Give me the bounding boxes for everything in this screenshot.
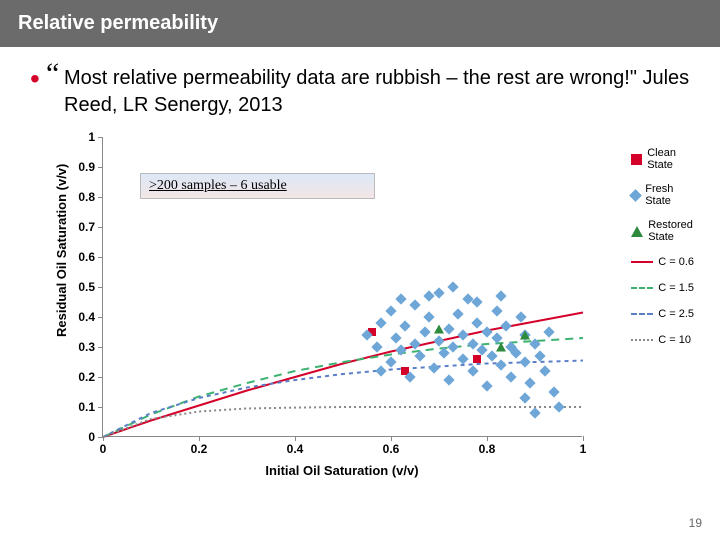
data-point: [496, 343, 506, 352]
y-tick-mark: [98, 287, 103, 288]
y-tick-mark: [98, 227, 103, 228]
y-tick-label: 0.8: [65, 190, 95, 204]
legend-item: C = 2.5: [631, 308, 694, 320]
y-tick-label: 1: [65, 130, 95, 144]
x-tick-label: 0.8: [479, 442, 496, 456]
annotation-text: >200 samples – 6 usable: [149, 178, 287, 193]
x-tick-label: 1: [580, 442, 587, 456]
x-axis-label: Initial Oil Saturation (v/v): [102, 463, 582, 478]
y-tick-mark: [98, 407, 103, 408]
y-tick-mark: [98, 167, 103, 168]
y-tick-label: 0: [65, 430, 95, 444]
legend-label: C = 10: [658, 334, 691, 346]
legend-label: C = 2.5: [658, 308, 694, 320]
x-tick-mark: [487, 436, 488, 441]
legend-marker-icon: [629, 189, 642, 202]
y-tick-label: 0.5: [65, 280, 95, 294]
legend-item: C = 1.5: [631, 282, 694, 294]
y-tick-label: 0.6: [65, 250, 95, 264]
legend-line-icon: [631, 313, 653, 315]
y-tick-mark: [98, 137, 103, 138]
legend-line-icon: [631, 287, 653, 289]
legend: CleanState FreshState RestoredState C = 0.6…: [631, 147, 694, 360]
y-tick-mark: [98, 257, 103, 258]
curve-c-10: [103, 407, 583, 437]
x-tick-label: 0.4: [287, 442, 304, 456]
legend-line-icon: [631, 261, 653, 263]
data-point: [434, 325, 444, 334]
x-tick-label: 0.6: [383, 442, 400, 456]
y-tick-label: 0.3: [65, 340, 95, 354]
legend-marker-icon: [631, 226, 643, 237]
y-tick-label: 0.1: [65, 400, 95, 414]
y-tick-mark: [98, 377, 103, 378]
bullet-icon: •: [30, 65, 40, 93]
legend-label: CleanState: [647, 147, 676, 171]
y-tick-mark: [98, 197, 103, 198]
x-tick-label: 0: [100, 442, 107, 456]
slide-header: Relative permeability: [0, 0, 720, 47]
chart-container: >200 samples – 6 usable Residual Oil Sat…: [50, 137, 680, 478]
y-tick-label: 0.7: [65, 220, 95, 234]
quote-text: Most relative permeability data are rubb…: [64, 65, 690, 119]
x-tick-label: 0.2: [191, 442, 208, 456]
y-tick-mark: [98, 347, 103, 348]
x-tick-mark: [199, 436, 200, 441]
data-point: [520, 331, 530, 340]
x-tick-mark: [103, 436, 104, 441]
y-tick-label: 0.2: [65, 370, 95, 384]
open-quote-icon: “: [46, 57, 59, 91]
legend-label: FreshState: [645, 183, 673, 207]
x-tick-mark: [295, 436, 296, 441]
sample-annotation: >200 samples – 6 usable: [140, 173, 375, 199]
quote-block: • “ Most relative permeability data are …: [0, 47, 720, 129]
legend-item: FreshState: [631, 183, 694, 207]
legend-item: C = 0.6: [631, 256, 694, 268]
legend-label: C = 0.6: [658, 256, 694, 268]
data-point: [473, 355, 481, 363]
y-tick-label: 0.4: [65, 310, 95, 324]
y-tick-label: 0.9: [65, 160, 95, 174]
slide-title: Relative permeability: [18, 12, 218, 34]
legend-marker-icon: [631, 154, 642, 165]
legend-label: C = 1.5: [658, 282, 694, 294]
legend-item: CleanState: [631, 147, 694, 171]
legend-item: C = 10: [631, 334, 694, 346]
legend-line-icon: [631, 339, 653, 341]
legend-label: RestoredState: [648, 219, 693, 243]
legend-item: RestoredState: [631, 219, 694, 243]
page-number: 19: [689, 516, 702, 530]
y-tick-mark: [98, 317, 103, 318]
x-tick-mark: [391, 436, 392, 441]
x-tick-mark: [583, 436, 584, 441]
